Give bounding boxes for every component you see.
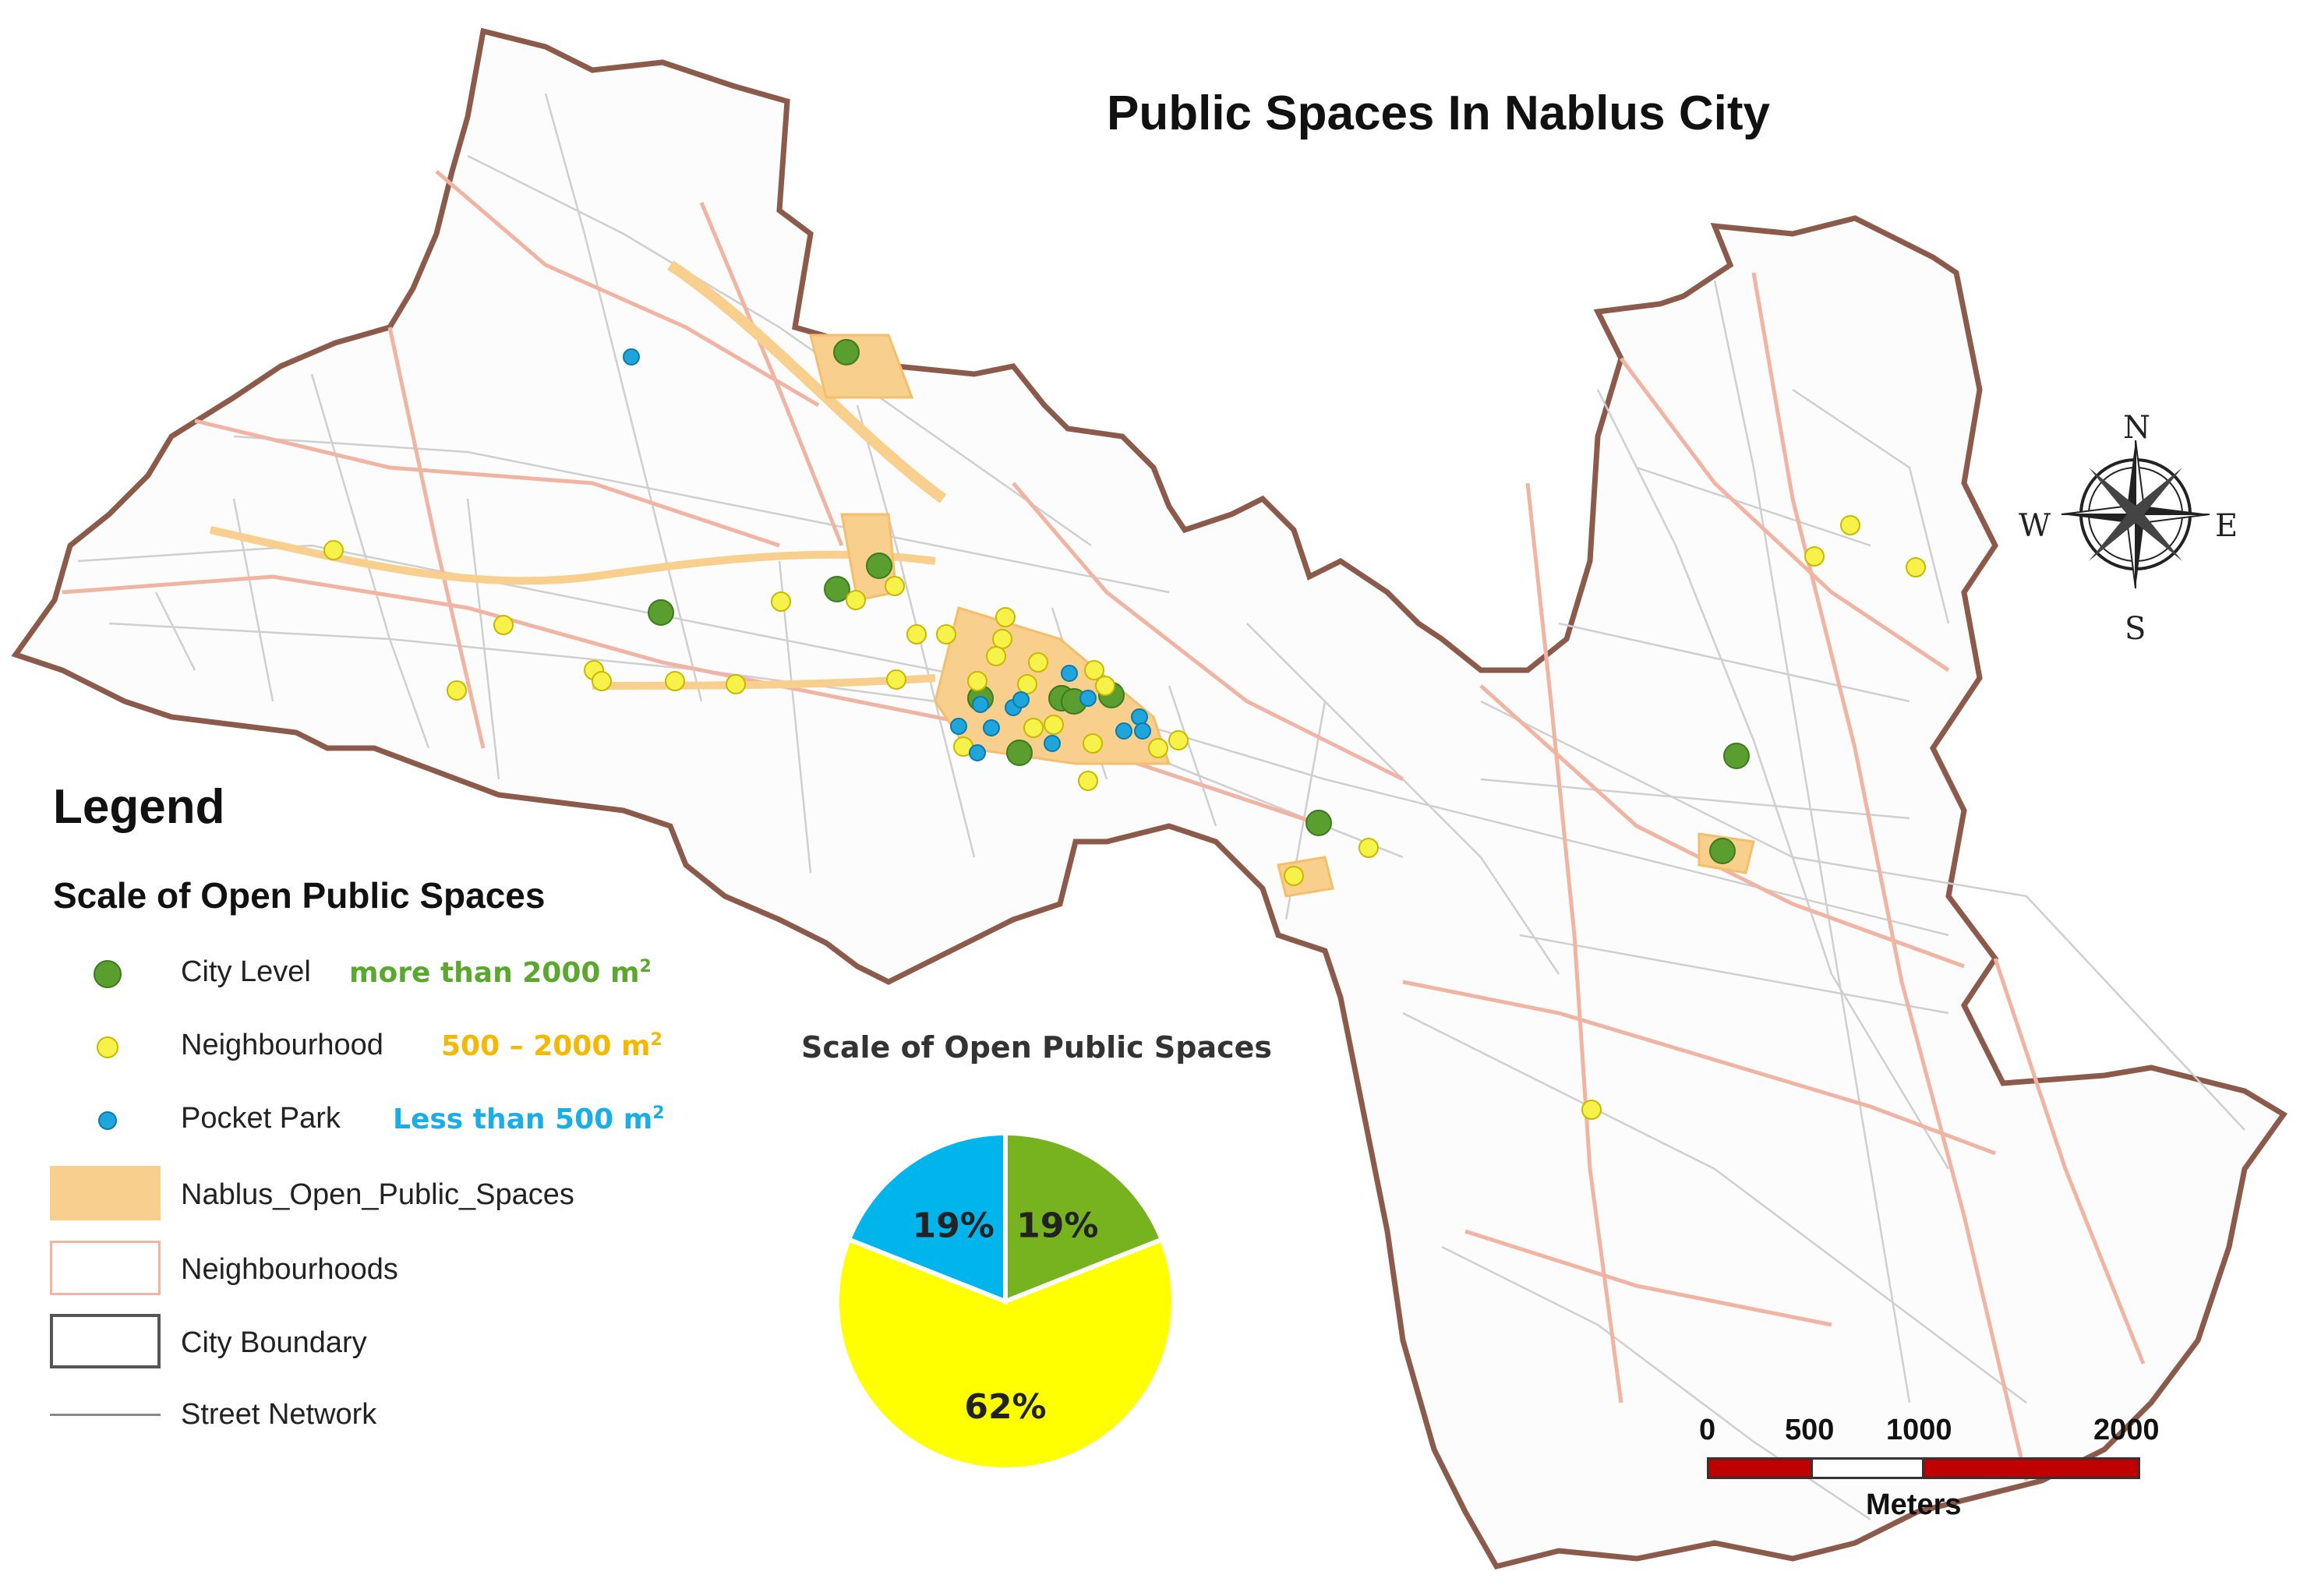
city-boundary-symbol: [50, 1314, 161, 1368]
city-level-marker: [1709, 838, 1736, 864]
neighbourhood-marker: [771, 591, 791, 612]
legend-label-street-network: Street Network: [181, 1398, 377, 1431]
neighbourhoods-symbol: [50, 1241, 161, 1295]
neighbourhood-marker: [447, 680, 467, 701]
legend-label-neighbourhood: Neighbourhood: [181, 1029, 383, 1061]
pie-label-pocket-park: 19%: [913, 1206, 995, 1246]
neighbourhood-marker: [1078, 771, 1098, 791]
pie-label-neighbourhood: 62%: [964, 1387, 1046, 1427]
compass-s-label: S: [2125, 611, 2146, 647]
city-level-marker: [866, 553, 892, 579]
city-level-symbol: [94, 960, 122, 988]
scale-unit: Meters: [1866, 1488, 1962, 1521]
city-level-marker: [648, 599, 674, 626]
neighbourhood-marker: [1284, 866, 1304, 886]
pocket-park-marker: [972, 696, 989, 713]
pocket-park-symbol: [98, 1111, 117, 1130]
neighbourhood-marker: [1906, 557, 1926, 577]
city-level-marker: [833, 339, 860, 365]
neighbourhood-marker: [493, 615, 514, 635]
legend-label-city-boundary: City Boundary: [181, 1326, 367, 1359]
neighbourhood-marker: [1084, 660, 1104, 680]
compass-rose-icon: [2061, 440, 2210, 589]
pocket-park-marker: [623, 348, 640, 365]
scale-tick-0: 0: [1699, 1414, 1716, 1446]
pie-label-city-level: 19%: [1016, 1206, 1098, 1246]
pie-title: Scale of Open Public Spaces: [801, 1030, 1273, 1065]
neighbourhood-marker: [967, 671, 987, 691]
pocket-park-marker: [1079, 690, 1097, 707]
pocket-park-marker: [969, 744, 986, 761]
pocket-park-marker: [1044, 735, 1061, 752]
city-level-marker: [824, 576, 850, 602]
compass-w-label: W: [2019, 508, 2051, 544]
city-level-marker: [1006, 740, 1033, 766]
neighbourhood-marker: [885, 576, 905, 596]
pie-slice-city-level: [1003, 1130, 1165, 1305]
neighbourhood-marker: [1358, 838, 1379, 858]
legend-range-neighbourhood: 500 – 2000 m2: [441, 1030, 662, 1062]
pie-slice-neighbourhood: [835, 1236, 1176, 1472]
legend-label-city-level: City Level: [181, 955, 311, 988]
neighbourhood-marker: [665, 671, 685, 691]
pie-slice-pocket-park: [846, 1130, 1008, 1305]
neighbourhood-marker: [1023, 718, 1044, 738]
neighbourhood-marker: [592, 671, 612, 691]
city-level-marker: [1305, 810, 1332, 836]
neighbourhood-marker: [1168, 730, 1189, 750]
legend-subheading: Scale of Open Public Spaces: [53, 875, 546, 916]
city-level-marker: [1723, 743, 1750, 769]
pocket-park-marker: [1134, 722, 1151, 740]
scale-bar: [1707, 1457, 2140, 1479]
neighbourhood-marker: [1083, 733, 1103, 754]
city-boundary: [11, 27, 2288, 1570]
legend-label-open-public-spaces: Nablus_Open_Public_Spaces: [181, 1178, 574, 1211]
street-network-symbol: [50, 1414, 161, 1416]
neighbourhood-marker: [995, 607, 1016, 627]
pocket-park-marker: [1115, 722, 1132, 740]
neighbourhood-marker: [1017, 674, 1037, 694]
neighbourhood-marker: [986, 646, 1006, 666]
compass-e-label: E: [2215, 508, 2238, 544]
neighbourhood-marker: [886, 669, 906, 690]
neighbourhood-marker: [323, 540, 344, 560]
open-space-symbol: [50, 1166, 161, 1220]
neighbourhood-marker: [1581, 1100, 1602, 1120]
scale-tick-1000: 1000: [1886, 1414, 1952, 1446]
neighbourhood-symbol: [97, 1036, 118, 1058]
pocket-park-marker: [950, 718, 967, 735]
street-network: [77, 93, 2245, 1521]
pie-chart: 19% 62% 19%: [835, 1130, 1176, 1472]
neighbourhood-marker: [1095, 676, 1115, 696]
neighbourhood-marker: [726, 674, 746, 694]
pocket-park-marker: [983, 719, 1000, 736]
neighbourhood-marker: [1028, 652, 1048, 673]
neighbourhood-marker: [906, 624, 927, 644]
neighbourhood-marker: [1804, 546, 1825, 567]
neighbourhood-marker: [936, 624, 956, 644]
neighbourhood-marker: [846, 590, 866, 610]
compass-n-label: N: [2123, 410, 2150, 446]
scale-tick-500: 500: [1785, 1414, 1835, 1446]
pocket-park-marker: [1061, 665, 1078, 682]
pocket-park-marker: [1012, 691, 1030, 708]
scale-tick-2000: 2000: [2093, 1414, 2160, 1446]
neighbourhood-marker: [1148, 738, 1168, 758]
neighbourhood-marker: [992, 629, 1012, 649]
legend-label-pocket-park: Pocket Park: [181, 1102, 341, 1135]
neighbourhood-marker: [1044, 715, 1064, 735]
legend-heading: Legend: [53, 780, 225, 834]
legend-range-city-level: more than 2000 m2: [349, 957, 652, 989]
legend-range-pocket-park: Less than 500 m2: [393, 1103, 665, 1135]
pocket-park-marker: [1131, 708, 1148, 726]
map-title: Public Spaces In Nablus City: [1107, 87, 1771, 140]
neighbourhood-marker: [1840, 515, 1860, 535]
legend-label-neighbourhoods: Neighbourhoods: [181, 1253, 398, 1286]
